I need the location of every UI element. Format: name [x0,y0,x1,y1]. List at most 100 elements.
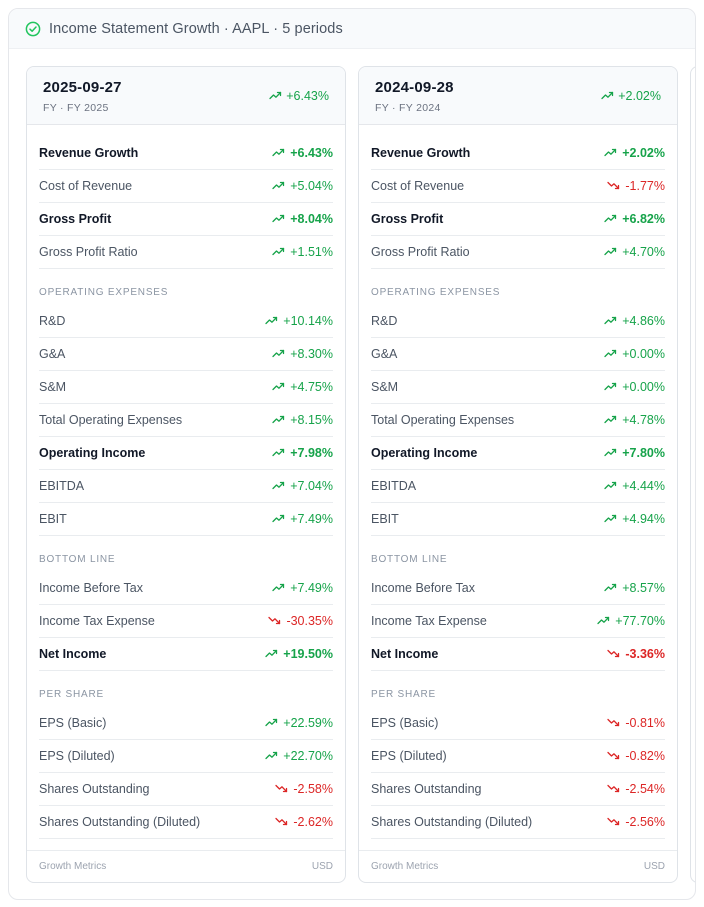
trend-up-icon [604,146,617,160]
trend-up-icon [265,716,278,730]
metric-label: EPS (Basic) [371,716,439,730]
trend-up-icon [601,89,614,103]
card-header: 2025-09-27 FY · FY 2025 +6.43% [27,67,345,125]
metric-percent: +7.49% [290,581,333,595]
metric-row: EPS (Diluted) -0.82% [371,740,665,773]
trend-down-icon [607,647,620,661]
metric-row: EBIT +7.49% [39,503,333,536]
metric-row: Gross Profit Ratio +4.70% [371,236,665,269]
check-circle-icon [25,21,41,37]
metric-row: Net Income -3.36% [371,638,665,671]
trend-up-icon [272,179,285,193]
trend-up-icon [272,380,285,394]
metric-value: +22.70% [265,749,333,763]
trend-down-icon [275,782,288,796]
metric-percent: +19.50% [283,647,333,661]
trend-up-icon [272,347,285,361]
metric-value: +7.49% [272,512,333,526]
metric-percent: -2.62% [293,815,333,829]
metric-percent: +4.86% [622,314,665,328]
metric-value: -0.81% [607,716,665,730]
metric-value: -2.54% [607,782,665,796]
metric-row: Gross Profit +6.82% [371,203,665,236]
metric-row: Total Operating Expenses +8.15% [39,404,333,437]
metric-label: Net Income [371,647,439,661]
headline-growth: +6.43% [269,89,329,103]
metrics-list: Revenue Growth +6.43% Cost of Revenue +5.04… [27,125,345,839]
metric-label: Cost of Revenue [39,179,133,193]
metric-value: +4.44% [604,479,665,493]
metric-value: +6.82% [604,212,665,226]
metric-value: -1.77% [607,179,665,193]
metric-value: +6.43% [272,146,333,160]
trend-up-icon [604,245,617,259]
section-heading: OPERATING EXPENSES [39,287,169,298]
metric-label: Gross Profit [371,212,444,226]
period-date: 2024-09-28 [375,79,454,96]
metric-percent: +22.59% [283,716,333,730]
metric-value: +5.04% [272,179,333,193]
metric-label: EBITDA [39,479,85,493]
metric-percent: +7.49% [290,512,333,526]
metric-percent: +10.14% [283,314,333,328]
trend-up-icon [604,479,617,493]
metric-value: +7.98% [272,446,333,460]
metric-label: EBITDA [371,479,417,493]
trend-down-icon [607,716,620,730]
metric-percent: +4.75% [290,380,333,394]
metric-percent: +8.04% [290,212,333,226]
metric-row: Net Income +19.50% [39,638,333,671]
metric-value: +7.49% [272,581,333,595]
metric-percent: +2.02% [622,146,665,160]
metric-percent: -1.77% [625,179,665,193]
trend-up-icon [272,212,285,226]
metric-label: R&D [39,314,66,328]
metric-percent: -0.82% [625,749,665,763]
metric-value: -2.56% [607,815,665,829]
metric-row: R&D +10.14% [39,305,333,338]
metric-percent: +8.15% [290,413,333,427]
metric-value: +7.04% [272,479,333,493]
trend-up-icon [265,749,278,763]
metric-row: EBITDA +7.04% [39,470,333,503]
metric-label: Gross Profit [39,212,112,226]
period-card: 2025-09-27 FY · FY 2025 +6.43% Revenue Grow… [26,66,346,883]
metric-row: Operating Income +7.80% [371,437,665,470]
section-heading: BOTTOM LINE [371,554,448,565]
metric-row: Shares Outstanding -2.54% [371,773,665,806]
metric-row: S&M +4.75% [39,371,333,404]
metric-label: EPS (Basic) [39,716,107,730]
metric-label: Revenue Growth [39,146,139,160]
metric-percent: +5.04% [290,179,333,193]
trend-up-icon [272,146,285,160]
metric-row: Gross Profit +8.04% [39,203,333,236]
metric-percent: +4.94% [622,512,665,526]
metric-value: -30.35% [268,614,333,628]
period-cards-scroller[interactable]: 2025-09-27 FY · FY 2025 +6.43% Revenue Grow… [9,66,695,886]
metric-row: R&D +4.86% [371,305,665,338]
footer-label: Growth Metrics [371,861,439,872]
panel-header: Income Statement Growth · AAPL · 5 perio… [9,9,695,49]
period-card: 2024-09-28 FY · FY 2024 +2.02% Revenue Grow… [358,66,678,883]
metric-percent: -2.54% [625,782,665,796]
metric-value: +4.70% [604,245,665,259]
metric-label: Total Operating Expenses [371,413,515,427]
trend-up-icon [272,413,285,427]
metric-percent: -30.35% [286,614,333,628]
metric-value: +19.50% [265,647,333,661]
trend-up-icon [269,89,282,103]
trend-up-icon [604,380,617,394]
trend-up-icon [604,413,617,427]
metric-row: EBITDA +4.44% [371,470,665,503]
metric-value: +0.00% [604,347,665,361]
metric-label: Income Before Tax [39,581,143,595]
metric-percent: +4.78% [622,413,665,427]
headline-growth: +2.02% [601,89,661,103]
metric-row: Gross Profit Ratio +1.51% [39,236,333,269]
currency-label: USD [643,861,665,872]
income-statement-panel: Income Statement Growth · AAPL · 5 perio… [8,8,696,900]
card-footer: Growth Metrics USD [27,850,345,882]
metric-percent: -2.58% [293,782,333,796]
metric-label: S&M [39,380,67,394]
metric-percent: +7.04% [290,479,333,493]
